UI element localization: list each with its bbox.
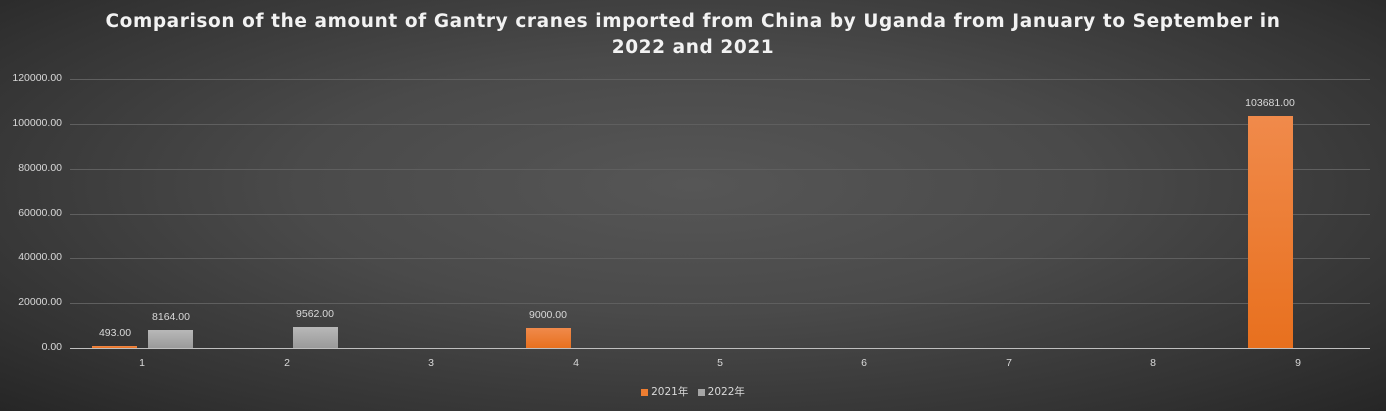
y-tick-label: 100000.00 [12,117,62,129]
y-tick-label: 40000.00 [18,251,62,263]
gridline [70,303,1370,304]
data-label: 493.00 [98,327,132,339]
data-label: 8164.00 [152,311,190,323]
chart-title-line-1: Comparison of the amount of Gantry crane… [105,11,1281,32]
gridline [70,79,1370,80]
legend-item-2022[interactable]: 2022年 [697,384,745,399]
gridline [70,169,1370,170]
x-tick-label: 2 [284,357,290,369]
bar-2022-month-1[interactable] [148,330,193,348]
chart-title: Comparison of the amount of Gantry crane… [0,9,1386,61]
y-tick-label: 120000.00 [12,72,62,84]
legend-label-2022: 2022年 [707,386,745,398]
gridline [70,258,1370,259]
x-tick-label: 7 [1006,357,1012,369]
legend-swatch-2022 [697,388,705,396]
x-tick-label: 1 [139,357,145,369]
y-tick-label: 80000.00 [18,162,62,174]
data-label: 9000.00 [529,309,567,321]
y-tick-label: 20000.00 [18,296,62,308]
x-tick-label: 6 [861,357,867,369]
chart-title-line-2: 2022 and 2021 [611,37,775,58]
bar-2022-month-2[interactable] [293,327,338,348]
x-tick-label: 3 [428,357,434,369]
legend-label-2021: 2021年 [651,386,689,398]
x-tick-label: 5 [717,357,723,369]
legend-swatch-2021 [641,388,649,396]
y-tick-label: 0.00 [41,341,62,353]
bar-2021-month-9[interactable] [1248,116,1293,348]
gridline [70,124,1370,125]
x-axis-line [70,348,1370,349]
x-tick-label: 8 [1150,357,1156,369]
data-label: 103681.00 [1245,97,1295,109]
legend-item-2021[interactable]: 2021年 [641,384,688,399]
x-tick-label: 9 [1295,357,1301,369]
y-tick-label: 60000.00 [18,207,62,219]
legend: 2021年 2022年 [0,384,1386,399]
x-tick-label: 4 [573,357,579,369]
gridline [70,214,1370,215]
data-label: 9562.00 [296,308,334,320]
bar-2021-month-4[interactable] [526,328,571,348]
bar-2021-month-1[interactable] [92,346,137,348]
